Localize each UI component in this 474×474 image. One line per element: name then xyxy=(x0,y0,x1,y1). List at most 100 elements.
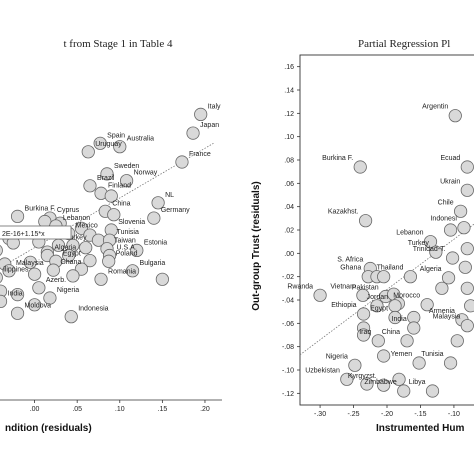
right-data-point xyxy=(392,372,406,386)
right-x-axis-label: Instrumented Hum xyxy=(376,423,464,434)
right-point-label: Chile xyxy=(438,199,454,206)
left-data-point xyxy=(107,208,121,222)
right-point-label: Ecuad xyxy=(440,155,460,162)
right-data-point xyxy=(460,281,474,295)
left-data-point xyxy=(119,174,134,188)
left-x-tick-label: .00 xyxy=(30,406,40,413)
left-data-point xyxy=(10,287,25,302)
left-data-point xyxy=(100,167,114,181)
left-point-label: Poland xyxy=(116,250,138,257)
right-y-tick-label: -.10 xyxy=(282,368,294,375)
right-data-point xyxy=(388,299,402,313)
left-data-point xyxy=(43,291,57,305)
left-data-point xyxy=(66,269,80,283)
right-y-tick-label: .14 xyxy=(284,88,294,95)
right-y-tick-label: -.12 xyxy=(282,391,294,398)
right-point-label: Turkey xyxy=(408,240,430,247)
left-data-point xyxy=(125,264,140,278)
right-x-tick-label: -.15 xyxy=(414,411,426,418)
right-point-label: Pakistan xyxy=(352,285,379,292)
left-point-label: Cyprus xyxy=(57,207,80,214)
left-point-label: India xyxy=(8,290,23,297)
left-point-label: Moldova xyxy=(25,302,52,309)
left-data-point xyxy=(155,272,169,286)
right-point-label: Iraq xyxy=(359,329,371,336)
right-point-label: Zimbabwe xyxy=(364,379,396,386)
right-data-point xyxy=(403,270,418,284)
right-x-tick-label: -.20 xyxy=(381,411,393,418)
left-data-point xyxy=(32,281,46,295)
fit-equation-text: 2E-16+1.15*x xyxy=(2,231,45,238)
left-point-label: Malaysia xyxy=(16,260,44,267)
left-x-tick-label: .10 xyxy=(115,406,125,413)
left-data-point xyxy=(2,264,16,278)
right-data-point xyxy=(420,298,434,312)
right-point-label: Malaysia xyxy=(433,314,461,321)
left-data-point xyxy=(151,196,165,210)
right-data-point xyxy=(400,334,414,348)
right-data-point xyxy=(340,372,354,386)
left-point-label: Taiwan xyxy=(114,238,136,245)
right-point-label: Kyrgyzst. xyxy=(348,373,377,380)
right-data-point xyxy=(356,307,371,321)
right-x-tick-label: -.10 xyxy=(448,411,460,418)
left-data-point xyxy=(64,310,78,324)
left-point-label: Spain xyxy=(107,132,125,139)
right-data-point xyxy=(429,245,443,259)
right-data-point xyxy=(441,271,456,285)
left-point-label: Uruguay xyxy=(95,141,122,148)
left-point-label: Germany xyxy=(161,207,190,214)
left-point-label: Tunisia xyxy=(117,229,139,236)
left-x-tick-label: .15 xyxy=(158,406,168,413)
right-y-tick-label: -.04 xyxy=(282,298,294,305)
left-x-axis-label: ndition (residuals) xyxy=(5,423,92,434)
left-point-label: Sweden xyxy=(114,163,139,170)
right-data-point xyxy=(443,356,458,370)
right-x-axis: -.30 -.25 -.20 -.15 -.10 xyxy=(314,405,460,418)
left-chart-points: Italy Japan Spain Australia Uruguay France Swe… xyxy=(0,103,221,324)
left-point-label: Slovenia xyxy=(118,219,145,226)
left-data-point xyxy=(102,254,116,268)
left-data-point xyxy=(81,145,95,159)
right-data-point xyxy=(360,377,374,391)
left-point-label: ilippines xyxy=(3,267,29,274)
right-data-point xyxy=(371,334,385,348)
left-data-point xyxy=(83,254,97,268)
left-point-label: U.S.A. xyxy=(117,245,137,252)
right-data-point xyxy=(377,378,391,392)
right-data-point xyxy=(435,281,449,295)
right-data-point xyxy=(450,334,464,348)
left-x-tick-label: .05 xyxy=(72,406,82,413)
left-data-point xyxy=(62,248,76,263)
right-data-point xyxy=(457,221,471,235)
left-point-label: France xyxy=(189,151,211,158)
left-point-label: Indonesia xyxy=(78,306,108,313)
left-point-label: Norway xyxy=(134,170,158,177)
right-point-label: India xyxy=(392,316,407,323)
right-fit-line-segment xyxy=(299,223,474,356)
right-chart-points: Argentin Burkina F. Ecuad Ukrain Kazakhst. Ch… xyxy=(287,104,474,398)
right-point-label: China xyxy=(382,329,400,336)
left-data-point xyxy=(23,255,37,269)
right-point-label: Uzbekistan xyxy=(305,367,340,374)
right-point-label: Algeria xyxy=(420,266,442,273)
left-point-label: Burkina F. xyxy=(25,205,56,212)
right-point-label: S. Africa xyxy=(337,257,363,264)
left-point-label: Finland xyxy=(108,182,131,189)
left-point-label: Egypt xyxy=(63,250,81,257)
left-point-label: Azerb. xyxy=(46,277,66,284)
right-y-tick-label: .02 xyxy=(284,228,294,235)
right-data-point xyxy=(377,270,391,284)
left-data-point xyxy=(130,243,144,257)
right-y-tick-label: .12 xyxy=(284,111,294,118)
right-point-label: Ghana xyxy=(340,265,361,272)
right-y-tick-label: .04 xyxy=(284,204,294,211)
right-point-label: Ukrain xyxy=(440,178,460,185)
left-point-label: Nigeria xyxy=(57,287,79,294)
right-data-point xyxy=(388,310,402,325)
left-point-label: China xyxy=(112,200,130,207)
right-data-point xyxy=(448,109,462,123)
left-point-label: Ghana xyxy=(60,259,81,266)
left-point-label: Japan xyxy=(200,122,219,129)
